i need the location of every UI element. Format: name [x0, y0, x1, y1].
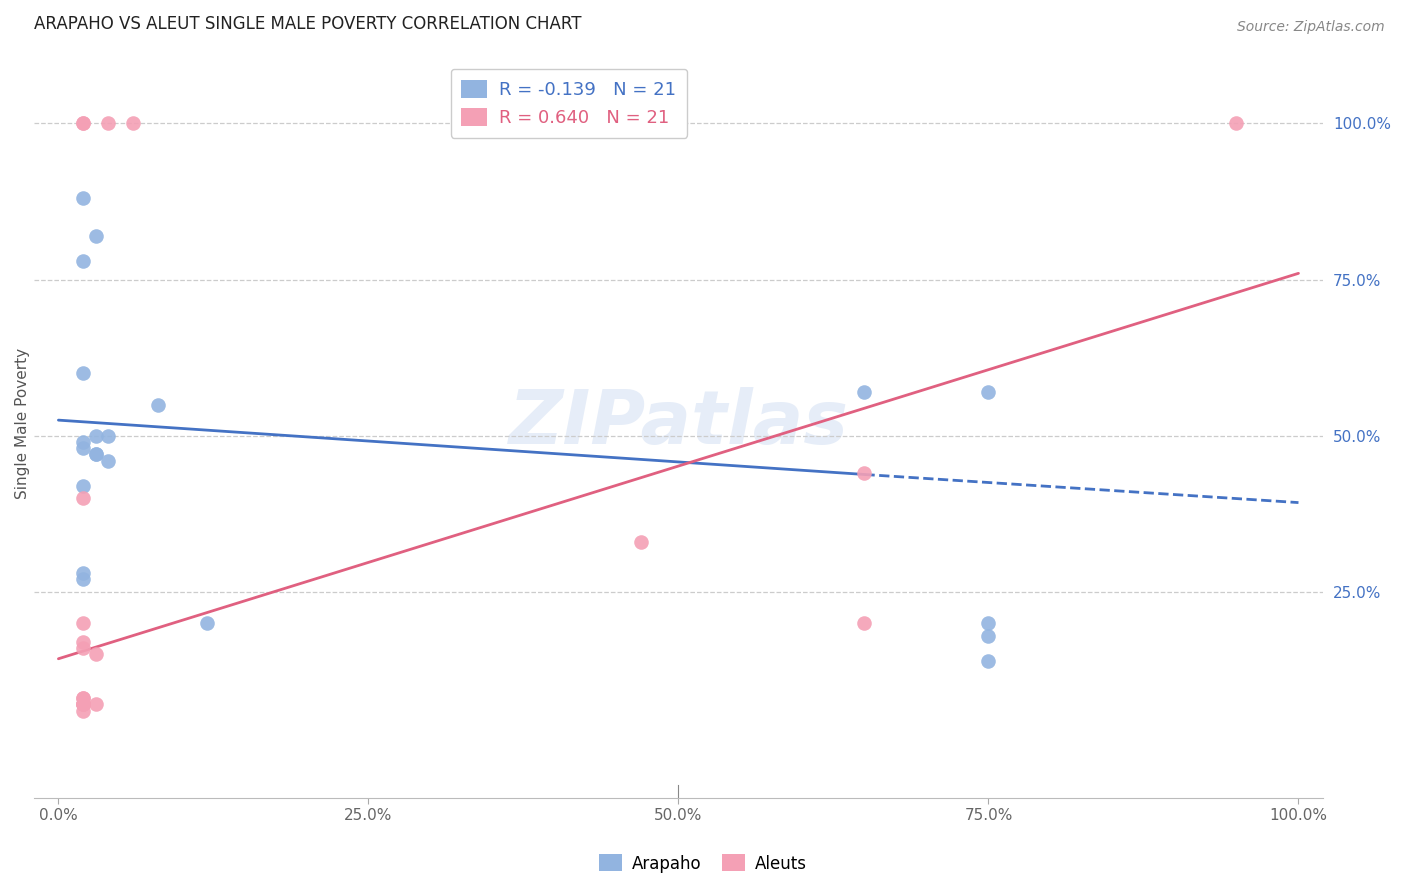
Text: Source: ZipAtlas.com: Source: ZipAtlas.com	[1237, 20, 1385, 34]
Point	[72, 635, 94, 649]
Y-axis label: Single Male Poverty: Single Male Poverty	[15, 348, 30, 499]
Point	[853, 384, 876, 399]
Legend: Arapaho, Aleuts: Arapaho, Aleuts	[592, 847, 814, 880]
Point	[84, 648, 107, 662]
Point	[146, 397, 169, 411]
Point	[72, 698, 94, 712]
Point	[72, 704, 94, 718]
Point	[72, 366, 94, 380]
Point	[72, 698, 94, 712]
Point	[72, 616, 94, 631]
Point	[977, 629, 1000, 643]
Point	[72, 566, 94, 581]
Point	[84, 429, 107, 443]
Point	[72, 479, 94, 493]
Point	[121, 116, 143, 130]
Text: ZIPatlas: ZIPatlas	[509, 387, 848, 459]
Point	[72, 191, 94, 205]
Point	[72, 491, 94, 506]
Point	[195, 616, 218, 631]
Point	[72, 442, 94, 456]
Point	[853, 467, 876, 481]
Text: ARAPAHO VS ALEUT SINGLE MALE POVERTY CORRELATION CHART: ARAPAHO VS ALEUT SINGLE MALE POVERTY COR…	[34, 15, 581, 33]
Point	[72, 641, 94, 656]
Point	[72, 698, 94, 712]
Point	[97, 454, 120, 468]
Point	[84, 448, 107, 462]
Legend: R = -0.139   N = 21, R = 0.640   N = 21: R = -0.139 N = 21, R = 0.640 N = 21	[450, 69, 688, 138]
Point	[72, 698, 94, 712]
Point	[84, 228, 107, 243]
Point	[1225, 116, 1247, 130]
Point	[72, 691, 94, 706]
Point	[72, 116, 94, 130]
Point	[977, 384, 1000, 399]
Point	[72, 573, 94, 587]
Point	[72, 253, 94, 268]
Point	[977, 654, 1000, 668]
Point	[977, 616, 1000, 631]
Point	[630, 535, 652, 549]
Point	[84, 448, 107, 462]
Point	[97, 429, 120, 443]
Point	[853, 616, 876, 631]
Point	[97, 116, 120, 130]
Point	[84, 698, 107, 712]
Point	[72, 435, 94, 450]
Point	[72, 116, 94, 130]
Point	[72, 691, 94, 706]
